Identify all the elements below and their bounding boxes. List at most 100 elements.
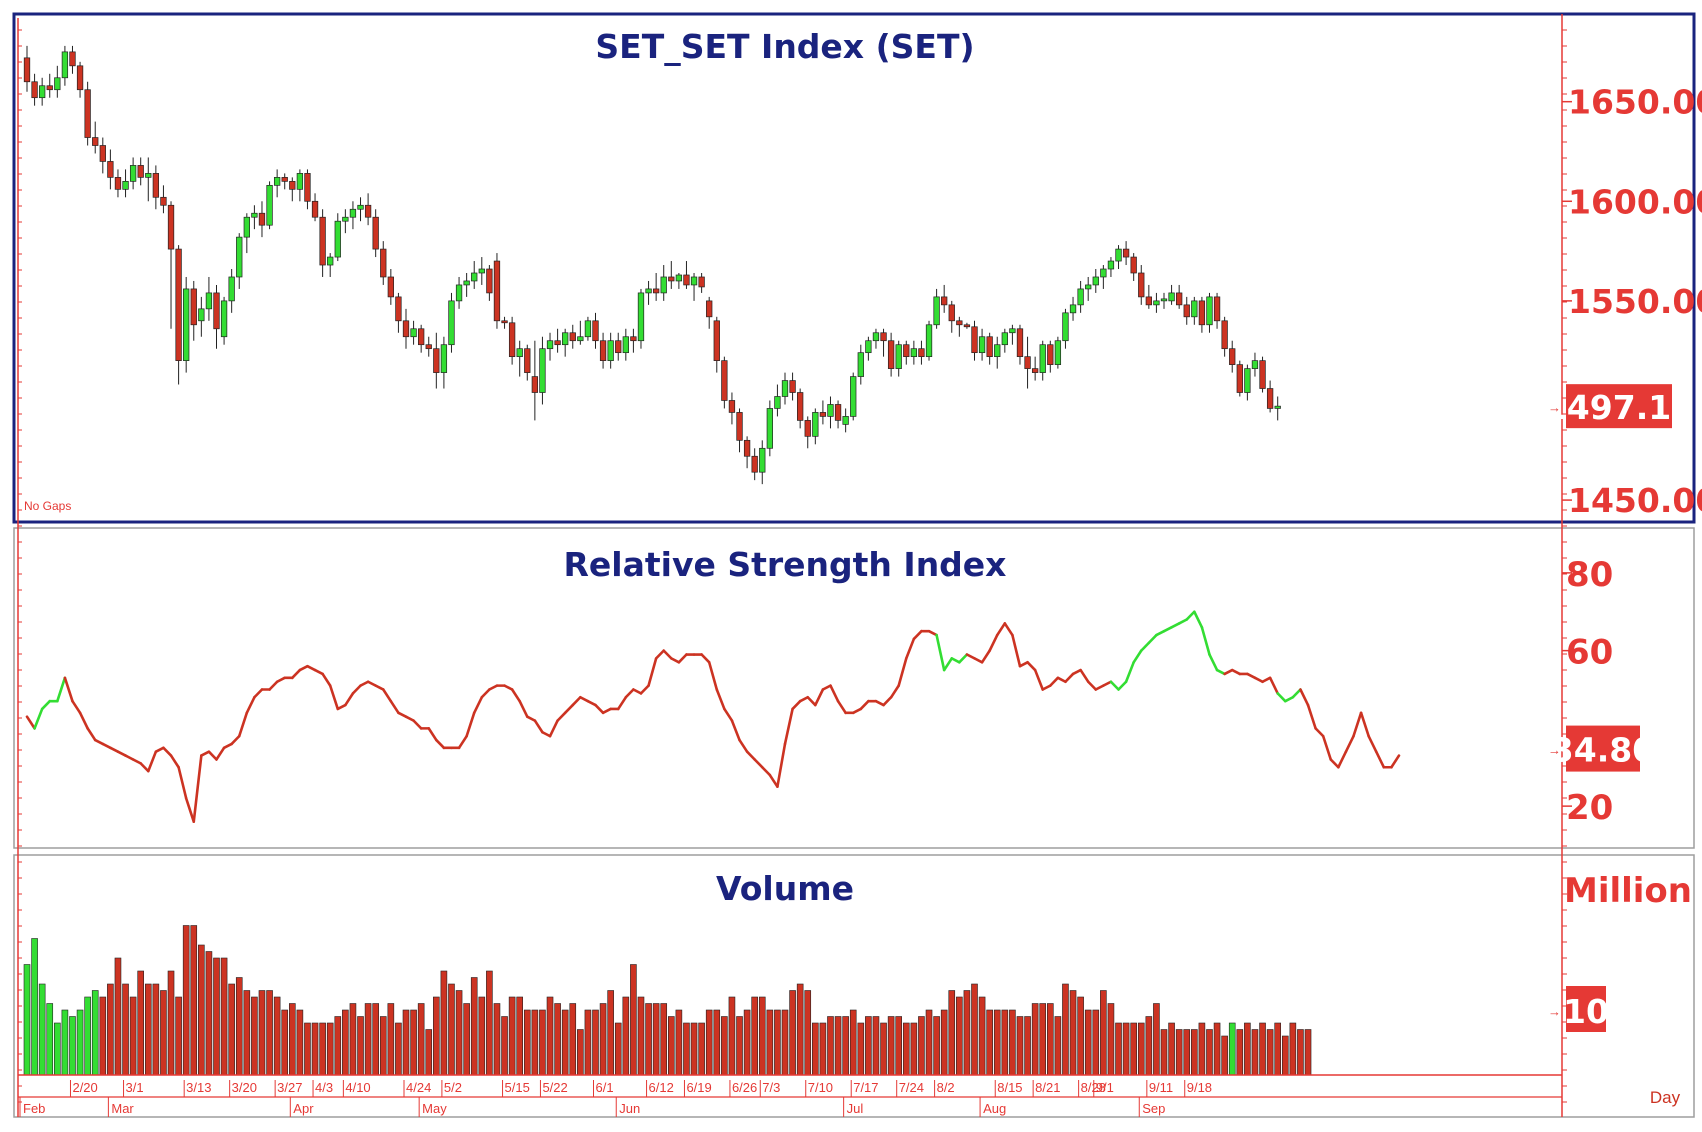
- rsi-segment: [1283, 695, 1295, 703]
- date-tick-label: 6/19: [686, 1080, 711, 1095]
- rsi-segment: [313, 668, 324, 676]
- rsi-segment: [647, 657, 658, 687]
- volume-bar: [1145, 1016, 1153, 1076]
- candle: [380, 241, 387, 285]
- candle-body: [554, 340, 561, 346]
- volume-bar: [804, 990, 812, 1076]
- volume-ref-arrow: →: [1548, 1004, 1561, 1019]
- rsi-segment: [510, 688, 522, 703]
- rsi-segment: [109, 746, 120, 754]
- rsi-segment: [1276, 692, 1287, 703]
- rsi-segment: [1162, 625, 1173, 633]
- candle: [887, 332, 895, 377]
- candle: [1092, 269, 1099, 293]
- volume-bar: [38, 983, 46, 1076]
- price-tick-label: 1600.00: [1568, 182, 1702, 221]
- volume-bar: [486, 970, 493, 1076]
- candle-body: [1153, 300, 1160, 306]
- candle-body: [948, 304, 955, 322]
- candle: [713, 316, 720, 373]
- rsi-segment: [700, 653, 711, 664]
- candle-body: [759, 447, 766, 473]
- rsi-segment: [1261, 676, 1272, 684]
- candle-body: [766, 408, 773, 449]
- volume-bar: [1175, 1029, 1183, 1076]
- date-tick-label: 3/13: [186, 1080, 211, 1095]
- candle-body: [129, 165, 137, 182]
- candle: [721, 356, 728, 409]
- rsi-segment: [1109, 680, 1120, 691]
- volume-bar: [76, 1009, 84, 1076]
- volume-bar: [880, 1022, 887, 1076]
- candle: [1153, 292, 1160, 313]
- candle: [281, 173, 288, 190]
- candle: [508, 316, 516, 365]
- candle: [1183, 296, 1190, 325]
- volume-bar: [205, 951, 213, 1076]
- volume-bar: [258, 990, 266, 1076]
- volume-bar: [455, 990, 463, 1076]
- rsi-segment: [1033, 668, 1045, 691]
- month-label: Jun: [619, 1101, 640, 1116]
- candle: [615, 332, 622, 361]
- rsi-segment: [958, 653, 969, 664]
- rsi-segment: [1018, 660, 1029, 668]
- candle-body: [220, 300, 228, 338]
- candle: [872, 328, 880, 349]
- candle-body: [425, 344, 432, 350]
- candle-body: [524, 348, 531, 373]
- price-tick-label: 1450.00: [1568, 481, 1702, 520]
- candle: [364, 193, 372, 226]
- volume-bar: [1122, 1022, 1130, 1076]
- candle-body: [1191, 300, 1198, 318]
- candle-body: [251, 212, 258, 218]
- candle-body: [190, 288, 197, 326]
- month-label: May: [422, 1101, 447, 1116]
- candle: [918, 340, 925, 365]
- candle: [607, 332, 614, 369]
- date-tick-label: 9/1: [1096, 1080, 1114, 1095]
- candle: [880, 328, 887, 357]
- candle-body: [289, 181, 296, 190]
- candle-body: [183, 288, 190, 361]
- candle-body: [1213, 296, 1221, 322]
- volume-bar: [683, 1022, 690, 1076]
- rsi-segment: [935, 633, 946, 672]
- rsi-segment: [1139, 641, 1151, 652]
- rsi-segment: [1026, 660, 1037, 672]
- rsi-segment: [169, 754, 180, 769]
- rsi-segment: [950, 657, 961, 664]
- rsi-segment: [1344, 734, 1355, 754]
- rsi-segment: [1011, 633, 1022, 668]
- date-tick-label: 3/1: [126, 1080, 144, 1095]
- candle: [751, 448, 758, 481]
- rsi-tick-label: 80: [1566, 555, 1613, 595]
- candle: [160, 185, 167, 214]
- date-tick-label: 3/20: [232, 1080, 257, 1095]
- volume-bar: [273, 996, 281, 1076]
- volume-bar: [235, 977, 243, 1076]
- candle-body: [539, 348, 546, 393]
- candle: [220, 296, 228, 345]
- candle-body: [145, 173, 152, 178]
- candle-body: [781, 380, 789, 397]
- candle: [834, 400, 842, 429]
- candle-body: [978, 336, 986, 354]
- rsi-segment: [404, 715, 415, 722]
- rsi-panel-frame: [13, 527, 1695, 849]
- candle: [501, 316, 508, 329]
- volume-bar: [857, 1022, 865, 1076]
- volume-bar: [91, 990, 99, 1076]
- candle-body: [508, 322, 516, 358]
- volume-bar: [129, 996, 137, 1076]
- rsi-segment: [177, 765, 188, 800]
- candle: [1206, 292, 1213, 333]
- rsi-segment: [639, 684, 650, 695]
- volume-bar: [592, 1009, 599, 1076]
- volume-bar: [1062, 983, 1069, 1076]
- candle: [986, 332, 993, 365]
- volume-bar: [1168, 1022, 1175, 1076]
- rsi-segment: [579, 695, 590, 703]
- candle: [1100, 265, 1107, 289]
- volume-bar: [781, 1009, 789, 1076]
